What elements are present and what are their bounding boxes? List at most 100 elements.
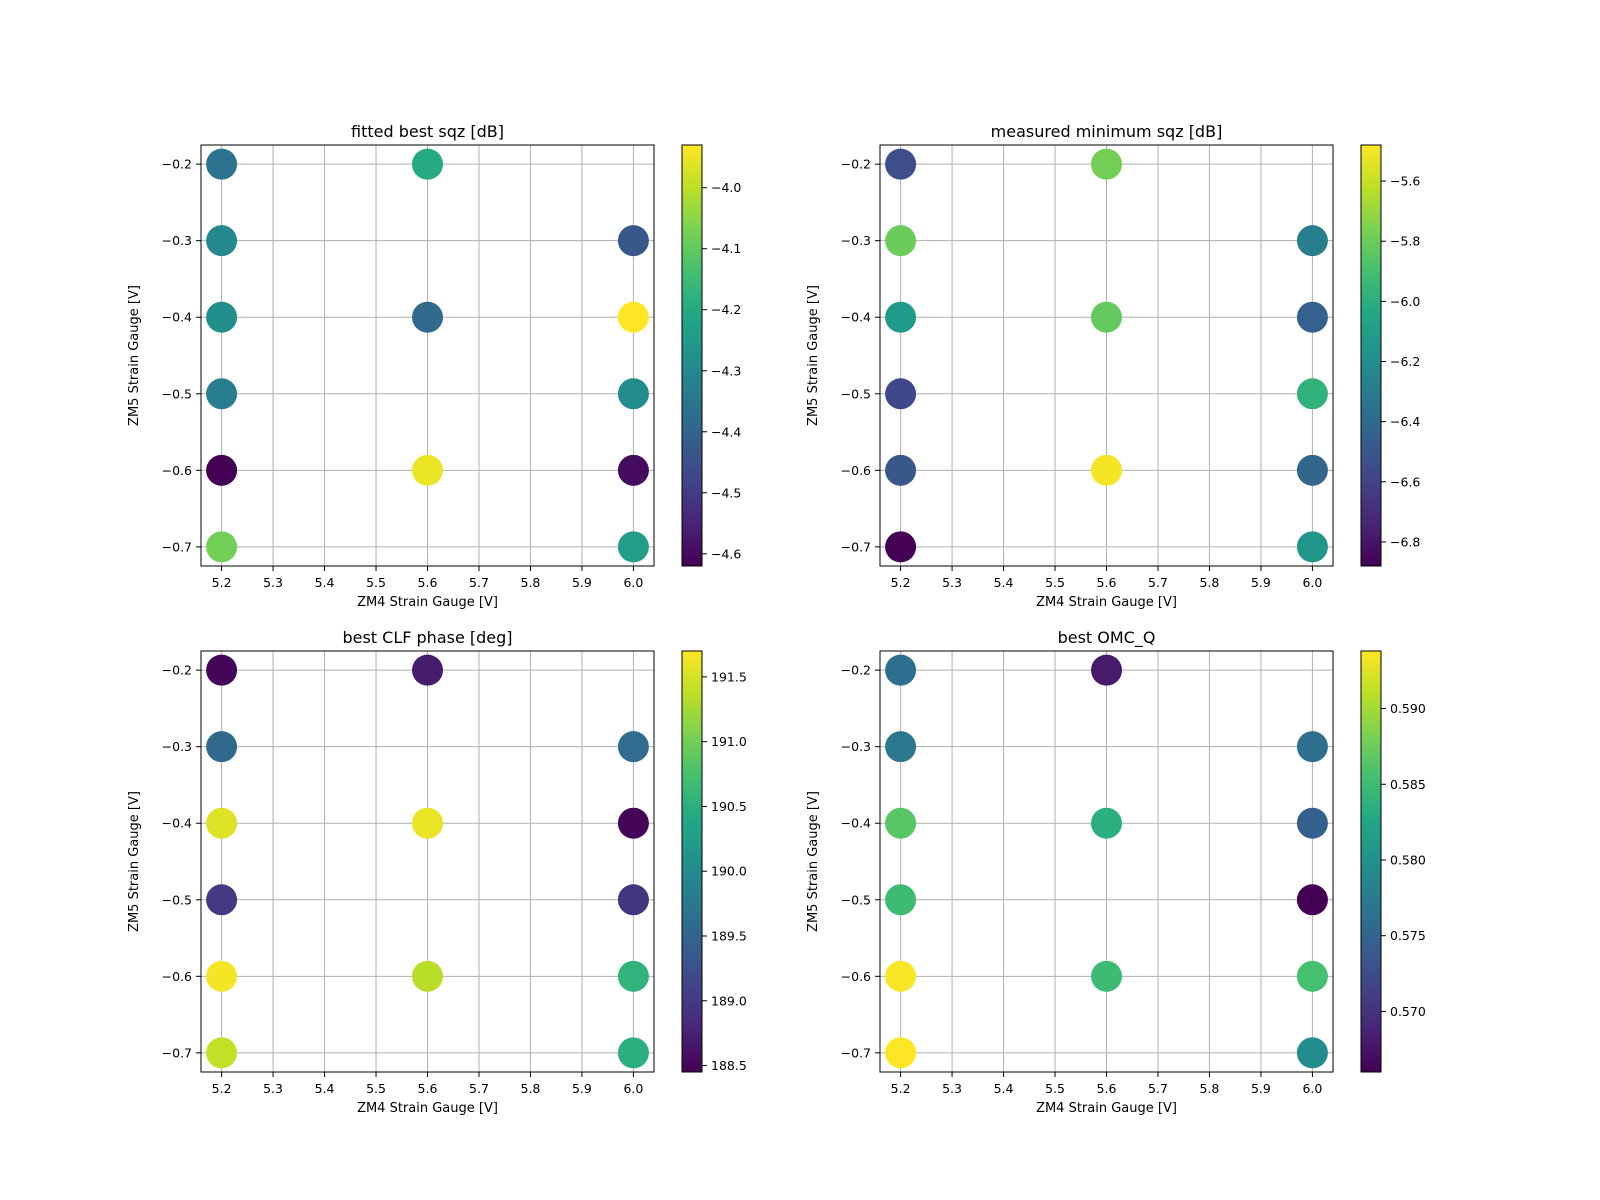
colorbar-tick-label: 0.575 xyxy=(1390,928,1426,943)
subplot-1: fitted best sqz [dB] 5.2 5.3 5.4 5.5 5.6 5.7 5.… xyxy=(127,122,741,610)
x-tick-label: 5.8 xyxy=(1200,1081,1220,1096)
y-tick-label: −0.4 xyxy=(162,816,192,831)
scatter-point xyxy=(617,301,649,333)
y-tick-label: −0.3 xyxy=(162,739,192,754)
scatter-point xyxy=(412,454,443,486)
colorbar-tick-label: 0.570 xyxy=(1390,1004,1426,1019)
subplot-4: best OMC_Q 5.2 5.3 5.4 5.5 5.6 5.7 5.8 5.9 6.0 −0.… xyxy=(806,628,1426,1116)
x-tick-label: 5.6 xyxy=(1097,1081,1117,1096)
colorbar-tick-label: −5.6 xyxy=(1390,174,1420,189)
y-tick-label: −0.5 xyxy=(162,892,192,907)
y-tick-label: −0.4 xyxy=(162,310,192,325)
colorbar xyxy=(681,144,703,567)
scatter-point xyxy=(1296,301,1328,333)
scatter-point xyxy=(1296,1037,1328,1069)
y-tick-label: −0.6 xyxy=(841,463,871,478)
scatter-point xyxy=(885,454,917,486)
x-tick-label: 5.4 xyxy=(994,575,1014,590)
y-tick-label: −0.2 xyxy=(841,663,871,678)
scatter-point xyxy=(206,654,238,686)
scatter-point xyxy=(885,884,917,916)
axes-frame xyxy=(200,650,655,1073)
x-tick-label: 5.2 xyxy=(212,1081,232,1096)
scatter-point xyxy=(206,301,238,333)
colorbar-tick-label: −6.6 xyxy=(1390,474,1420,489)
colorbar-tick-label: −4.5 xyxy=(711,485,741,500)
y-axis-label: ZM5 Strain Gauge [V] xyxy=(127,791,142,932)
scatter-point xyxy=(617,960,649,992)
colorbar-tick-label: 0.585 xyxy=(1390,777,1426,792)
subplot-2: measured minimum sqz [dB] 5.2 5.3 5.4 5.5 5.6… xyxy=(806,122,1420,610)
scatter-point xyxy=(1296,960,1328,992)
scatter-point xyxy=(885,1037,917,1069)
colorbar-tick-label: 190.0 xyxy=(711,864,747,879)
x-tick-label: 5.3 xyxy=(942,575,962,590)
colorbar-tick-label: 0.590 xyxy=(1390,701,1426,716)
colorbar-tick-label: 191.5 xyxy=(711,669,747,684)
scatter-point xyxy=(885,378,917,410)
scatter-point xyxy=(617,1037,649,1069)
colorbar xyxy=(1360,144,1382,567)
scatter-point xyxy=(885,807,917,839)
x-tick-label: 6.0 xyxy=(623,1081,643,1096)
axes-frame xyxy=(879,650,1334,1073)
x-tick-label: 5.5 xyxy=(1045,575,1065,590)
x-tick-label: 5.7 xyxy=(1148,575,1168,590)
subplot-title: fitted best sqz [dB] xyxy=(351,122,504,141)
x-tick-label: 5.5 xyxy=(1045,1081,1065,1096)
colorbar-tick-label: −4.3 xyxy=(711,363,741,378)
scatter-point xyxy=(1296,884,1328,916)
scatter-point xyxy=(617,454,649,486)
colorbar-tick-label: −4.4 xyxy=(711,424,741,439)
scatter-point xyxy=(412,148,443,180)
colorbar-tick-label: −4.1 xyxy=(711,241,741,256)
y-axis-label: ZM5 Strain Gauge [V] xyxy=(806,285,821,426)
scatter-point xyxy=(412,960,443,992)
scatter-point xyxy=(1296,531,1328,563)
scatter-point xyxy=(1296,454,1328,486)
scatter-point xyxy=(885,148,917,180)
scatter-point xyxy=(885,654,917,686)
scatter-point xyxy=(1091,148,1122,180)
colorbar-tick-label: −6.0 xyxy=(1390,294,1420,309)
colorbar-tick-label: 191.0 xyxy=(711,734,747,749)
x-axis-label: ZM4 Strain Gauge [V] xyxy=(1036,595,1177,610)
scatter-point xyxy=(206,378,238,410)
x-tick-label: 5.6 xyxy=(418,1081,438,1096)
y-tick-label: −0.7 xyxy=(841,539,871,554)
x-tick-label: 5.7 xyxy=(469,1081,489,1096)
x-tick-label: 5.5 xyxy=(366,1081,386,1096)
colorbar-tick-label: 190.5 xyxy=(711,799,747,814)
scatter-point xyxy=(617,378,649,410)
scatter-point xyxy=(206,884,238,916)
x-tick-label: 5.8 xyxy=(521,575,541,590)
y-tick-label: −0.5 xyxy=(162,386,192,401)
scatter-point xyxy=(206,148,238,180)
y-tick-label: −0.2 xyxy=(841,157,871,172)
y-tick-label: −0.3 xyxy=(162,233,192,248)
scatter-point xyxy=(617,731,649,763)
axes-frame xyxy=(200,144,655,567)
y-tick-label: −0.5 xyxy=(841,386,871,401)
colorbar-tick-label: −4.6 xyxy=(711,546,741,561)
subplot-title: best CLF phase [deg] xyxy=(342,628,512,647)
x-tick-label: 5.2 xyxy=(891,575,911,590)
colorbar-tick-label: 189.0 xyxy=(711,993,747,1008)
scatter-point xyxy=(1091,807,1122,839)
y-tick-label: −0.4 xyxy=(841,816,871,831)
scatter-point xyxy=(1091,654,1122,686)
colorbar-tick-label: 189.5 xyxy=(711,928,747,943)
x-tick-label: 5.6 xyxy=(418,575,438,590)
colorbar-tick-label: −4.0 xyxy=(711,180,741,195)
scatter-point xyxy=(412,301,443,333)
x-tick-label: 5.5 xyxy=(366,575,386,590)
x-tick-label: 5.3 xyxy=(942,1081,962,1096)
x-tick-label: 5.3 xyxy=(263,1081,283,1096)
y-tick-label: −0.6 xyxy=(162,463,192,478)
x-tick-label: 5.3 xyxy=(263,575,283,590)
x-axis-label: ZM4 Strain Gauge [V] xyxy=(1036,1101,1177,1116)
y-tick-label: −0.6 xyxy=(162,969,192,984)
y-tick-label: −0.7 xyxy=(162,539,192,554)
x-tick-label: 6.0 xyxy=(1302,575,1322,590)
